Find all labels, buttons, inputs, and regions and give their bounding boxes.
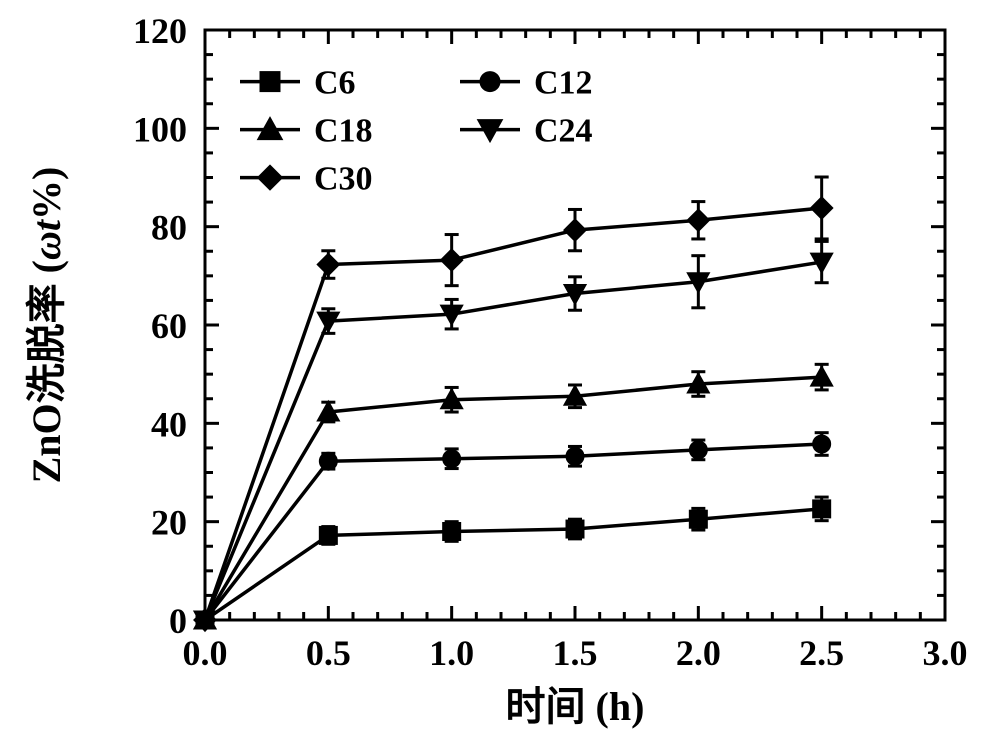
svg-text:2.0: 2.0 (676, 633, 721, 673)
svg-text:80: 80 (151, 208, 187, 248)
svg-text:1.5: 1.5 (553, 633, 598, 673)
svg-text:100: 100 (133, 109, 187, 149)
svg-text:2.5: 2.5 (799, 633, 844, 673)
svg-text:C30: C30 (314, 161, 373, 198)
svg-text:C24: C24 (534, 113, 593, 150)
svg-text:1.0: 1.0 (429, 633, 474, 673)
svg-text:0.5: 0.5 (306, 633, 351, 673)
svg-text:C18: C18 (314, 113, 373, 150)
svg-text:3.0: 3.0 (923, 633, 968, 673)
svg-text:40: 40 (151, 404, 187, 444)
svg-text:20: 20 (151, 503, 187, 543)
svg-text:60: 60 (151, 306, 187, 346)
svg-text:C6: C6 (314, 65, 356, 102)
zno-elution-chart: 0.0 0.5 1.0 1.5 2.0 2.5 3.0 0 20 40 60 80 100 120 时间 (… (0, 0, 1000, 751)
svg-text:120: 120 (133, 11, 187, 51)
svg-text:ZnO洗脱率 (ωt%): ZnO洗脱率 (ωt%) (24, 167, 69, 484)
svg-text:0: 0 (169, 601, 187, 641)
svg-text:时间 (h): 时间 (h) (506, 684, 645, 729)
svg-text:0.0: 0.0 (183, 633, 228, 673)
svg-text:C12: C12 (534, 65, 593, 102)
